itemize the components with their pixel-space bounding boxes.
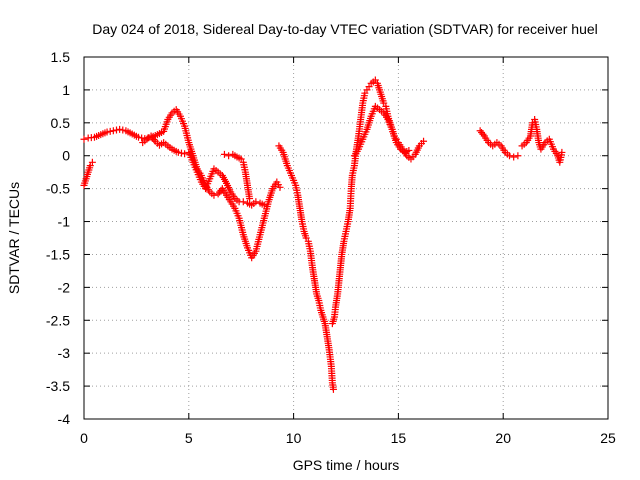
data-points: [80, 76, 566, 393]
y-tick-label-8: 0: [62, 148, 70, 164]
y-tick-label-2: -3: [58, 345, 71, 361]
x-tick-label-5: 25: [600, 430, 616, 446]
y-tick-label-9: 0.5: [51, 115, 71, 131]
y-tick-label-5: -1.5: [46, 246, 70, 262]
y-tick-label-6: -1: [58, 214, 71, 230]
axis-ticks: [83, 56, 609, 420]
data-point-track-d-0: [220, 150, 228, 158]
data-point-track-a-0: [80, 135, 88, 143]
data-point-track-f-39: [420, 137, 428, 145]
data-point-track-a-25: [210, 191, 218, 199]
plot-frame: [83, 56, 609, 420]
data-point-track-a-6-fill-1: [119, 126, 127, 134]
data-point-track-a-4-fill-1: [106, 127, 114, 135]
y-axis-label: SDTVAR / TECUs: [6, 182, 22, 294]
x-axis-tick-labels: 0 5 10 15 20 25: [80, 430, 616, 446]
data-point-track-c-9: [181, 150, 189, 158]
x-tick-label-0: 0: [80, 430, 88, 446]
y-tick-label-4: -2: [58, 279, 71, 295]
x-axis-label: GPS time / hours: [293, 457, 400, 473]
data-point-track-a-5: [109, 127, 117, 135]
data-point-track-e-23: [329, 385, 337, 393]
x-tick-label-1: 5: [185, 430, 193, 446]
data-point-track-h-9: [514, 152, 522, 160]
data-point-track-a-9-fill-1: [138, 134, 146, 142]
x-tick-label-3: 15: [391, 430, 407, 446]
y-tick-label-11: 1.5: [51, 49, 71, 65]
data-point-track-h-7: [505, 152, 513, 160]
data-point-track-c-28: [260, 201, 268, 209]
data-point-track-a-6: [116, 125, 124, 133]
data-point-track-a-5-fill-1: [112, 126, 120, 134]
data-point-track-g-13: [405, 146, 413, 154]
x-tick-label-2: 10: [286, 430, 302, 446]
y-tick-label-0: -4: [58, 411, 71, 427]
y-axis-tick-labels: -4 -3.5 -3 -2.5 -2 -1.5 -1 -0.5 0 0.5 1 1.5: [46, 49, 70, 427]
data-point-track-a-41: [276, 183, 284, 191]
x-tick-label-4: 20: [495, 430, 511, 446]
data-point-track-a-4: [103, 128, 111, 136]
y-tick-label-7: -0.5: [46, 181, 70, 197]
data-point-track-c-8-fill-1: [177, 149, 185, 157]
y-tick-label-3: -2.5: [46, 312, 70, 328]
data-point-track-i-13: [558, 148, 566, 156]
grid-lines: [84, 57, 608, 419]
y-tick-label-1: -3.5: [46, 378, 70, 394]
data-point-track-c-23: [239, 198, 247, 206]
data-point-track-d-8: [246, 195, 254, 203]
data-point-track-c-8: [174, 148, 182, 156]
data-point-track-a-9: [134, 133, 142, 141]
data-point-track-c-26: [252, 198, 260, 206]
y-tick-label-10: 1: [62, 82, 70, 98]
data-point-track-h-8: [510, 153, 518, 161]
data-point-track-d-1: [225, 152, 233, 160]
data-point-track-b-4: [88, 158, 96, 166]
chart-title: Day 024 of 2018, Sidereal Day-to-day VTE…: [92, 21, 598, 37]
